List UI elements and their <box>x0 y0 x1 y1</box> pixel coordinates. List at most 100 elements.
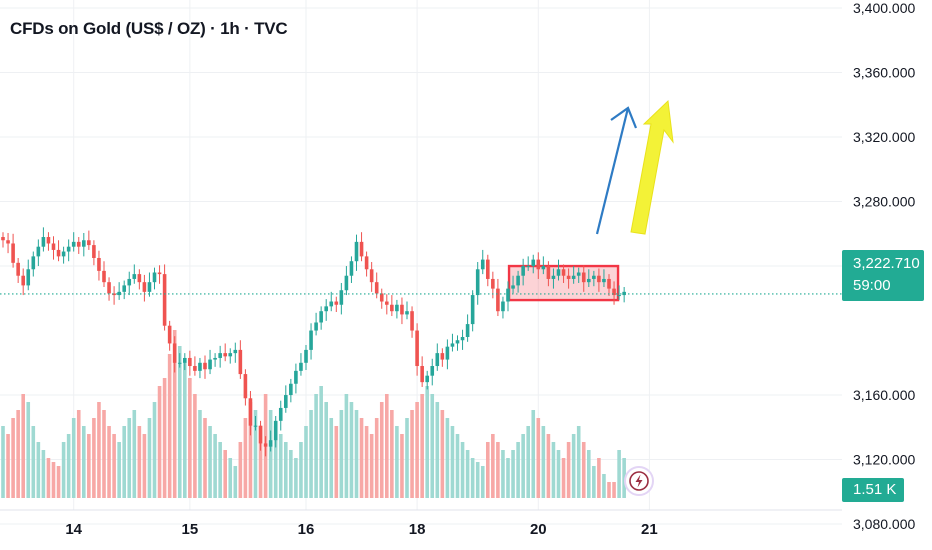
volume-bar <box>304 426 308 498</box>
candle-body <box>71 241 76 247</box>
volume-bar <box>440 410 445 498</box>
candle-body <box>26 269 31 286</box>
volume-bar <box>385 394 389 498</box>
volume-bar <box>369 434 374 498</box>
candle-body <box>501 301 505 312</box>
candle-body <box>617 295 621 297</box>
candle-body <box>152 272 157 283</box>
candle-body <box>198 362 202 371</box>
volume-bar <box>97 402 101 498</box>
chart-title: CFDs on Gold (US$ / OZ) · 1h · TVC <box>10 19 288 38</box>
candle-body <box>415 330 419 367</box>
volume-bar <box>137 426 142 498</box>
candle-body <box>172 343 177 363</box>
volume-bar <box>607 482 611 498</box>
volume-bar <box>253 410 258 498</box>
volume-bar <box>26 402 31 498</box>
candle-body <box>258 425 263 444</box>
candle-body <box>612 288 616 296</box>
bar-countdown: 59:00 <box>853 277 891 294</box>
candle-body <box>349 261 354 276</box>
volume-bar <box>36 442 41 498</box>
volume-bar <box>546 434 551 498</box>
candle-body <box>546 266 551 279</box>
candle-body <box>223 353 227 357</box>
lightning-bolt-icon[interactable] <box>624 466 654 496</box>
volume-bar <box>460 442 465 498</box>
candle-body <box>102 270 106 283</box>
y-tick-label: 3,280.000 <box>853 194 915 210</box>
volume-bar <box>258 426 263 498</box>
candle-body <box>188 357 192 367</box>
volume-bar <box>561 458 566 498</box>
candle-body <box>157 272 162 275</box>
candle-body <box>112 293 116 296</box>
volume-bar <box>87 434 91 498</box>
y-tick-label: 3,080.000 <box>853 516 915 532</box>
candle-body <box>506 288 510 302</box>
candle-body <box>177 362 182 364</box>
volume-bar <box>354 410 359 498</box>
volume-bar <box>1 426 5 498</box>
candle-body <box>571 275 576 279</box>
candle-body <box>233 349 238 354</box>
volume-bar <box>395 426 399 498</box>
candle-body <box>76 241 81 247</box>
candle-body <box>561 269 566 276</box>
candle-body <box>521 266 525 276</box>
volume-bar <box>566 442 571 498</box>
candle-body <box>304 349 308 363</box>
candle-body <box>294 370 298 384</box>
candle-body <box>284 395 288 408</box>
volume-bar <box>16 410 20 498</box>
volume-bar <box>172 330 177 498</box>
x-tick-label: 15 <box>182 521 199 538</box>
volume-bar <box>592 466 596 498</box>
candle-body <box>253 425 258 427</box>
y-tick-label: 3,160.000 <box>853 387 915 403</box>
volume-bar <box>127 418 132 498</box>
candle-body <box>475 269 480 296</box>
volume-bar <box>92 418 96 498</box>
candle-body <box>56 249 61 257</box>
volume-bar <box>82 426 86 498</box>
volume-bar <box>314 394 318 498</box>
volume-bar <box>587 450 591 498</box>
volume-bar <box>329 418 334 498</box>
volume-bar <box>374 418 379 498</box>
candle-body <box>607 278 611 289</box>
volume-bar <box>268 410 273 498</box>
volume-bar <box>102 410 106 498</box>
volume-bar <box>228 458 233 498</box>
volume-bar <box>294 458 298 498</box>
candle-body <box>445 346 450 360</box>
volume-bar <box>324 402 328 498</box>
x-tick-label: 20 <box>530 521 547 538</box>
volume-bar <box>167 354 172 498</box>
candle-body <box>597 275 601 283</box>
candle-body <box>496 288 500 312</box>
candle-body <box>87 240 91 246</box>
candle-body <box>299 362 303 371</box>
volume-bar <box>556 450 561 498</box>
candle-body <box>1 237 5 241</box>
candle-body <box>455 340 460 344</box>
candle-body <box>551 275 556 279</box>
candle-body <box>183 357 187 363</box>
candle-body <box>566 275 571 279</box>
volume-bar <box>571 434 576 498</box>
volume-bar <box>359 418 364 498</box>
candle-body <box>344 275 349 291</box>
volume-bar <box>46 458 51 498</box>
y-tick-label: 3,320.000 <box>853 129 915 145</box>
volume-bar <box>112 434 116 498</box>
volume-bar <box>11 418 15 498</box>
volume-bar <box>122 426 126 498</box>
volume-bar <box>132 410 137 498</box>
volume-bar <box>435 402 440 498</box>
candle-body <box>385 301 389 305</box>
candle-body <box>324 306 328 312</box>
volume-bar <box>289 450 293 498</box>
candle-body <box>354 241 359 262</box>
